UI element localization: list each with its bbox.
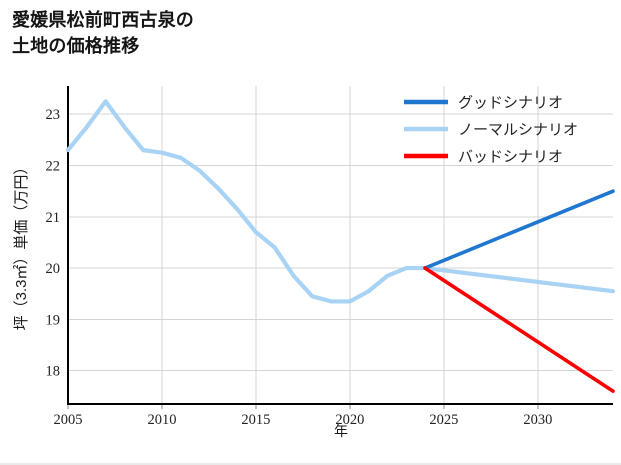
- y-tick-label: 19: [46, 312, 61, 328]
- series-line-normal: [65, 99, 616, 304]
- x-axis-title: 年: [334, 423, 348, 439]
- x-tick-label: 2020: [335, 412, 364, 428]
- legend-label-2: バッドシナリオ: [458, 150, 563, 166]
- x-tick-label: 2010: [147, 412, 176, 428]
- x-tick-label: 2015: [241, 412, 270, 428]
- x-tick-label: 2025: [429, 412, 458, 428]
- data-series-group: [65, 99, 616, 393]
- y-tick-label: 23: [46, 107, 61, 123]
- y-axis-tick-labels: 18 19 20 21 22 23: [46, 107, 61, 379]
- x-tick-label: 2005: [54, 412, 83, 428]
- x-tick-label: 2030: [523, 412, 552, 428]
- x-axis-tick-labels: 2005 2010 2015 2020 2025 2030: [54, 412, 553, 428]
- legend-label-0: グッドシナリオ: [458, 95, 563, 112]
- legend-label-1: ノーマルシナリオ: [458, 123, 578, 139]
- series-line-good: [423, 189, 615, 270]
- y-tick-label: 20: [46, 261, 61, 277]
- y-tick-label: 21: [46, 210, 61, 226]
- series-line-bad: [423, 266, 615, 393]
- y-tick-label: 18: [46, 364, 61, 380]
- y-tick-label: 22: [46, 159, 61, 175]
- y-axis-title: 坪（3.3㎡）単価（万円）: [13, 160, 30, 331]
- page-title: 愛媛県松前町西古泉の 土地の価格推移: [12, 10, 194, 56]
